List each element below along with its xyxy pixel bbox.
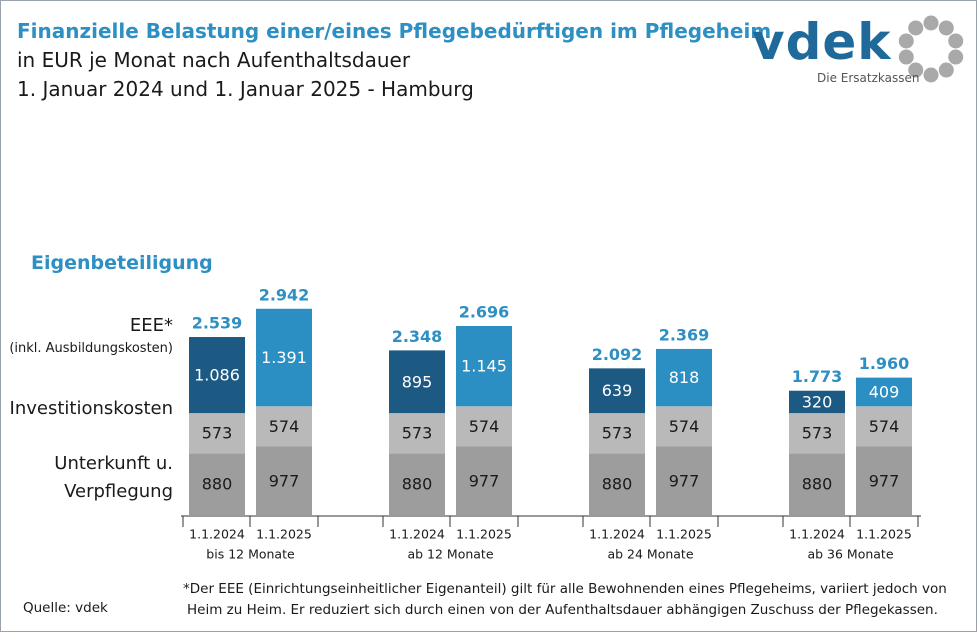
footnote-line1: *Der EEE (Einrichtungseinheitlicher Eige… <box>183 581 947 597</box>
bar-segment-eee <box>589 368 645 414</box>
data-label-unterkunft: 880 <box>402 475 433 494</box>
bar-segment-invest <box>589 413 645 454</box>
row-label-unterkunft-line1: Unterkunft u. <box>54 453 173 474</box>
bar-segment-eee <box>789 390 845 414</box>
chart-title: Finanzielle Belastung einer/eines Pflege… <box>17 19 772 43</box>
logo-ring-dot <box>938 20 954 36</box>
data-label-eee: 1.145 <box>461 357 507 376</box>
total-label: 2.539 <box>192 314 243 333</box>
logo-ring-dot <box>923 67 939 83</box>
total-label: 2.696 <box>459 303 510 322</box>
bar-segment-invest <box>256 406 312 447</box>
bar-segment-unterkunft <box>456 446 512 515</box>
data-label-eee: 320 <box>802 392 833 411</box>
data-label-unterkunft: 977 <box>469 471 500 490</box>
row-label-eigenbeteiligung: Eigenbeteiligung <box>31 252 213 274</box>
vdek-logo-tagline: Die Ersatzkassen <box>817 71 920 85</box>
x-tick-label: 1.1.2024 <box>589 527 645 542</box>
footnote: *Der EEE (Einrichtungseinheitlicher Eige… <box>183 579 947 621</box>
vdek-logo-ring-icon <box>898 15 964 83</box>
logo-ring-dot <box>898 49 914 65</box>
source-note: Quelle: vdek <box>23 600 108 616</box>
data-label-invest: 574 <box>469 417 500 436</box>
x-group-label: ab 36 Monate <box>807 547 893 562</box>
chart-subtitle-unit: in EUR je Monat nach Aufenthaltsdauer <box>17 48 411 72</box>
bar-segment-unterkunft <box>256 446 312 515</box>
x-tick-label: 1.1.2025 <box>256 527 312 542</box>
data-label-invest: 574 <box>269 417 300 436</box>
data-label-unterkunft: 977 <box>669 471 700 490</box>
total-label: 2.942 <box>259 285 310 304</box>
logo-ring-dot <box>923 15 939 31</box>
logo-ring-dot <box>948 33 964 49</box>
chart-subtitle-date: 1. Januar 2024 und 1. Januar 2025 - Hamb… <box>17 77 474 101</box>
x-group-label: bis 12 Monate <box>206 547 295 562</box>
x-tick-label: 1.1.2024 <box>189 527 245 542</box>
data-label-invest: 574 <box>669 417 700 436</box>
logo-ring-dot <box>938 62 954 78</box>
total-label: 2.348 <box>392 327 443 346</box>
data-label-eee: 895 <box>402 372 433 391</box>
bar-segment-unterkunft <box>589 453 645 515</box>
logo-ring-dot <box>908 62 924 78</box>
data-label-unterkunft: 880 <box>802 475 833 494</box>
x-group-label: ab 12 Monate <box>407 547 493 562</box>
bar-segment-invest <box>856 406 912 447</box>
bar-segment-eee <box>256 308 312 407</box>
data-label-eee: 639 <box>602 381 633 400</box>
bar-segment-invest <box>656 406 712 447</box>
data-label-unterkunft: 977 <box>869 471 900 490</box>
bar-segment-invest <box>189 413 245 454</box>
bar-segment-invest <box>389 413 445 454</box>
bar-segment-eee <box>656 348 712 407</box>
data-label-unterkunft: 880 <box>602 475 633 494</box>
data-label-eee: 409 <box>869 382 900 401</box>
x-tick-label: 1.1.2025 <box>656 527 712 542</box>
row-label-eee-sub: (inkl. Ausbildungskosten) <box>9 341 173 356</box>
data-label-unterkunft: 880 <box>202 475 233 494</box>
x-tick-label: 1.1.2025 <box>456 527 512 542</box>
bar-segment-unterkunft <box>389 453 445 515</box>
bar-segment-unterkunft <box>789 453 845 515</box>
bar-segment-invest <box>789 413 845 454</box>
total-label: 1.773 <box>792 367 843 386</box>
bar-segment-eee <box>189 337 245 414</box>
row-label-eee: EEE* <box>129 315 173 336</box>
x-group-label: ab 24 Monate <box>607 547 693 562</box>
total-label: 1.960 <box>859 354 910 373</box>
data-label-invest: 574 <box>869 417 900 436</box>
bar-segment-eee <box>856 377 912 407</box>
x-tick-label: 1.1.2025 <box>856 527 912 542</box>
logo-ring-dot <box>908 20 924 36</box>
data-label-invest: 573 <box>402 424 433 443</box>
row-label-invest: Investitionskosten <box>9 398 173 419</box>
data-label-invest: 573 <box>602 424 633 443</box>
bar-segment-eee <box>389 350 445 414</box>
data-label-eee: 1.086 <box>194 366 240 385</box>
data-label-eee: 1.391 <box>261 348 307 367</box>
bar-segment-unterkunft <box>656 446 712 515</box>
bar-segment-unterkunft <box>189 453 245 515</box>
data-label-invest: 573 <box>802 424 833 443</box>
row-label-unterkunft: Unterkunft u. Verpflegung <box>54 450 173 506</box>
data-label-invest: 573 <box>202 424 233 443</box>
footnote-line2: Heim zu Heim. Er reduziert sich durch ei… <box>187 602 938 618</box>
bar-segment-unterkunft <box>856 446 912 515</box>
total-label: 2.369 <box>659 325 710 344</box>
bar-segment-eee <box>456 326 512 407</box>
data-label-unterkunft: 977 <box>269 471 300 490</box>
logo-ring-dot <box>898 33 914 49</box>
logo-ring-dot <box>948 49 964 65</box>
total-label: 2.092 <box>592 345 643 364</box>
x-tick-label: 1.1.2024 <box>789 527 845 542</box>
bar-segment-invest <box>456 406 512 447</box>
vdek-logo-text: vdek <box>752 13 892 71</box>
data-label-eee: 818 <box>669 368 700 387</box>
row-label-unterkunft-line2: Verpflegung <box>64 481 173 502</box>
x-tick-label: 1.1.2024 <box>389 527 445 542</box>
